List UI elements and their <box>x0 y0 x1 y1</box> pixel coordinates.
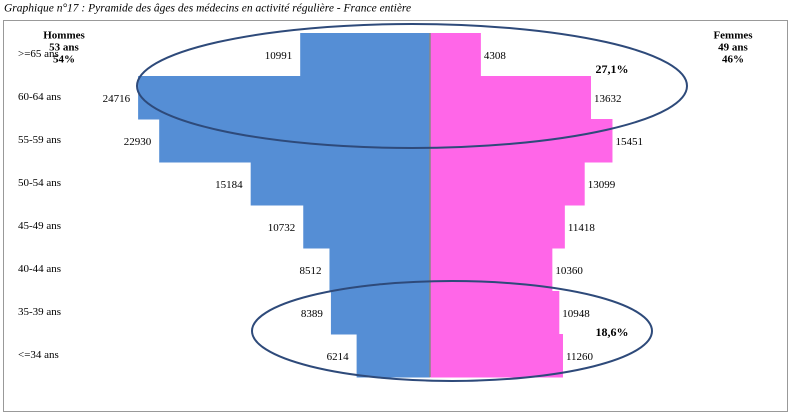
category-label: 50-54 ans <box>18 177 61 189</box>
bar <box>430 334 563 378</box>
category-label: 45-49 ans <box>18 220 61 232</box>
category-label: 60-64 ans <box>18 91 61 103</box>
value-label: 6214 <box>327 351 350 363</box>
annotation: 27,1% <box>596 62 629 76</box>
value-label: 11260 <box>566 351 594 363</box>
bar <box>138 76 430 120</box>
value-label: 10732 <box>268 222 296 234</box>
value-label: 13632 <box>594 93 622 105</box>
bar <box>430 291 560 335</box>
chart-title: Graphique n°17 : Pyramide des âges des m… <box>4 3 411 15</box>
legend-label: Femmes <box>713 30 753 42</box>
bar <box>430 119 613 163</box>
bar <box>430 76 591 120</box>
legend-note: 54% <box>53 54 75 66</box>
plot-area <box>138 33 613 378</box>
value-label: 4308 <box>484 50 507 62</box>
highlight-ellipse <box>136 23 688 149</box>
value-label: 22930 <box>124 136 152 148</box>
value-label: 15451 <box>615 136 643 148</box>
bar <box>303 205 430 249</box>
bar <box>430 205 565 249</box>
value-label: 13099 <box>588 179 616 191</box>
value-label: 10991 <box>265 50 293 62</box>
value-label: 11418 <box>568 222 596 234</box>
legend-note: 53 ans <box>49 42 79 54</box>
bar <box>430 162 585 206</box>
value-label: 8512 <box>299 265 321 277</box>
category-label: 35-39 ans <box>18 306 61 318</box>
value-label: 10360 <box>555 265 583 277</box>
legend-note: 46% <box>722 54 744 66</box>
legend-note: 49 ans <box>718 42 748 54</box>
category-label: <=34 ans <box>18 349 59 361</box>
annotation: 18,6% <box>596 325 629 339</box>
value-label: 24716 <box>103 93 131 105</box>
value-label: 10948 <box>562 308 590 320</box>
bar <box>250 162 430 206</box>
bar <box>356 334 430 378</box>
value-label: 8389 <box>301 308 324 320</box>
chart-frame <box>3 20 788 412</box>
category-label: 40-44 ans <box>18 263 61 275</box>
bar <box>300 33 430 77</box>
labels: >=65 ans 60-64 ans 55-59 ans 50-54 ans 45-49… <box>18 30 753 364</box>
bar <box>430 33 481 77</box>
highlight-ellipse <box>251 280 653 382</box>
value-label: 15184 <box>215 179 243 191</box>
category-label: 55-59 ans <box>18 134 61 146</box>
legend-label: Hommes <box>43 30 85 42</box>
category-label: >=65 ans <box>18 48 59 60</box>
bar <box>330 291 430 335</box>
